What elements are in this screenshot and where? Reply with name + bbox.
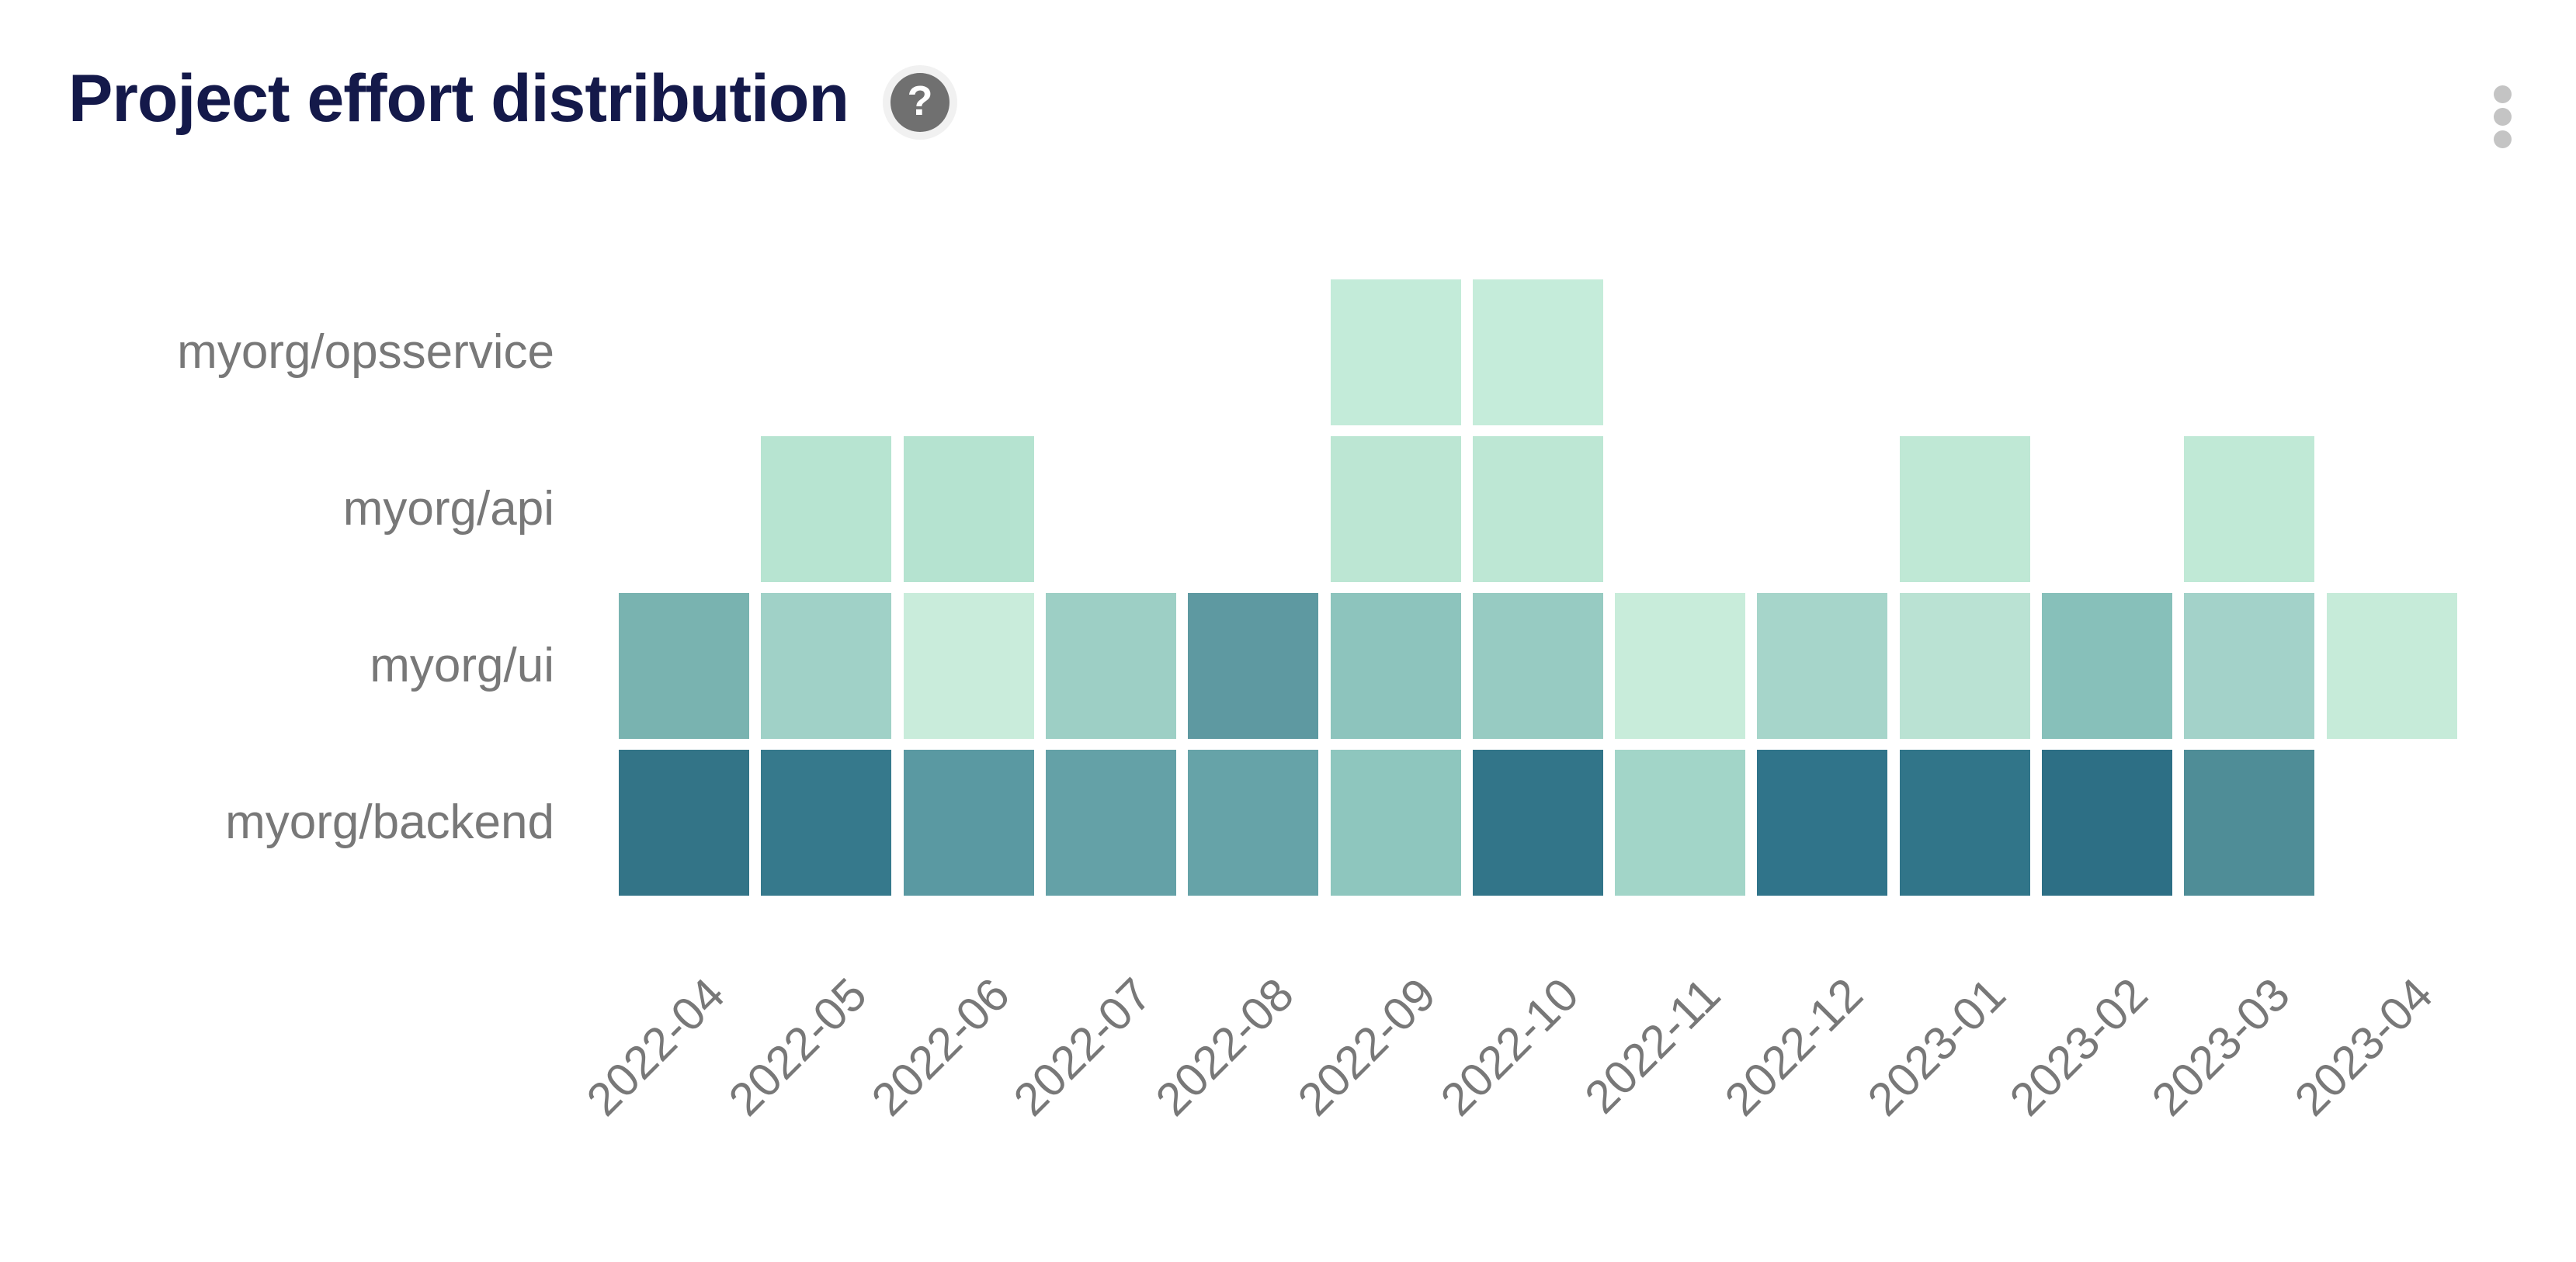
chart-title: Project effort distribution (68, 61, 849, 136)
heatmap-cell-myorg-ui-2022-06[interactable] (904, 593, 1034, 739)
heatmap-cell-myorg-ui-2022-09[interactable] (1331, 593, 1461, 739)
x-axis-label-2022-04: 2022-04 (576, 968, 734, 1126)
heatmap-cell-myorg-api-2022-05[interactable] (761, 436, 891, 582)
heatmap-cell-myorg-ui-2022-05[interactable] (761, 593, 891, 739)
heatmap-cell-myorg-ui-2022-12[interactable] (1757, 593, 1887, 739)
x-axis-label-2022-10: 2022-10 (1430, 968, 1588, 1126)
kebab-dot (2494, 85, 2512, 103)
heatmap-cell-myorg-backend-2022-05[interactable] (761, 750, 891, 896)
heatmap-cell-myorg-ui-2023-01[interactable] (1900, 593, 2030, 739)
heatmap-cell-myorg-backend-2023-03[interactable] (2184, 750, 2314, 896)
y-axis-label-myorg-ui: myorg/ui (370, 639, 554, 692)
x-axis-label-2023-03: 2023-03 (2141, 968, 2300, 1126)
heatmap-cell-myorg-api-2022-06[interactable] (904, 436, 1034, 582)
heatmap-cell-myorg-backend-2022-11[interactable] (1615, 750, 1745, 896)
y-axis-label-myorg-backend: myorg/backend (225, 796, 554, 849)
question-mark-glyph: ? (907, 78, 933, 124)
heatmap-cell-myorg-api-2022-09[interactable] (1331, 436, 1461, 582)
x-axis-label-2022-12: 2022-12 (1714, 968, 1873, 1126)
y-axis-label-myorg-api: myorg/api (342, 482, 554, 536)
heatmap-cell-myorg-backend-2023-02[interactable] (2042, 750, 2172, 896)
heatmap-cell-myorg-backend-2022-06[interactable] (904, 750, 1034, 896)
x-axis-label-2023-04: 2023-04 (2284, 968, 2442, 1126)
x-axis-label-2023-02: 2023-02 (1999, 968, 2158, 1126)
heatmap-cell-myorg-backend-2022-04[interactable] (619, 750, 749, 896)
heatmap-cell-myorg-backend-2022-07[interactable] (1046, 750, 1176, 896)
heatmap-cell-myorg-backend-2022-09[interactable] (1331, 750, 1461, 896)
kebab-menu-icon[interactable] (2489, 81, 2516, 153)
heatmap-cell-myorg-ui-2022-10[interactable] (1473, 593, 1603, 739)
heatmap-cell-myorg-ui-2023-04[interactable] (2327, 593, 2457, 739)
heatmap-cell-myorg-ui-2022-08[interactable] (1188, 593, 1318, 739)
x-axis-label-2022-08: 2022-08 (1145, 968, 1304, 1126)
heatmap-cell-myorg-api-2022-10[interactable] (1473, 436, 1603, 582)
x-axis-label-2022-11: 2022-11 (1574, 968, 1731, 1124)
x-axis-label-2023-01: 2023-01 (1857, 968, 2015, 1126)
heatmap-cell-myorg-backend-2022-08[interactable] (1188, 750, 1318, 896)
y-axis-label-myorg-opsservice: myorg/opsservice (177, 325, 554, 379)
x-axis-label-2022-05: 2022-05 (718, 968, 877, 1126)
heatmap-cell-myorg-ui-2022-11[interactable] (1615, 593, 1745, 739)
x-axis-label-2022-06: 2022-06 (861, 968, 1019, 1126)
heatmap-cell-myorg-ui-2022-04[interactable] (619, 593, 749, 739)
heatmap-cell-myorg-backend-2022-10[interactable] (1473, 750, 1603, 896)
heatmap-cell-myorg-ui-2023-02[interactable] (2042, 593, 2172, 739)
kebab-dot (2494, 108, 2512, 126)
help-icon[interactable]: ? (890, 73, 950, 132)
heatmap-cell-myorg-ui-2022-07[interactable] (1046, 593, 1176, 739)
heatmap-cell-myorg-backend-2022-12[interactable] (1757, 750, 1887, 896)
heatmap-cell-myorg-opsservice-2022-10[interactable] (1473, 279, 1603, 425)
x-axis-label-2022-07: 2022-07 (1003, 968, 1161, 1126)
x-axis-label-2022-09: 2022-09 (1287, 968, 1446, 1126)
heatmap-cell-myorg-api-2023-03[interactable] (2184, 436, 2314, 582)
heatmap-cell-myorg-opsservice-2022-09[interactable] (1331, 279, 1461, 425)
kebab-dot (2494, 130, 2512, 148)
heatmap-cell-myorg-ui-2023-03[interactable] (2184, 593, 2314, 739)
heatmap-cell-myorg-api-2023-01[interactable] (1900, 436, 2030, 582)
heatmap-cell-myorg-backend-2023-01[interactable] (1900, 750, 2030, 896)
